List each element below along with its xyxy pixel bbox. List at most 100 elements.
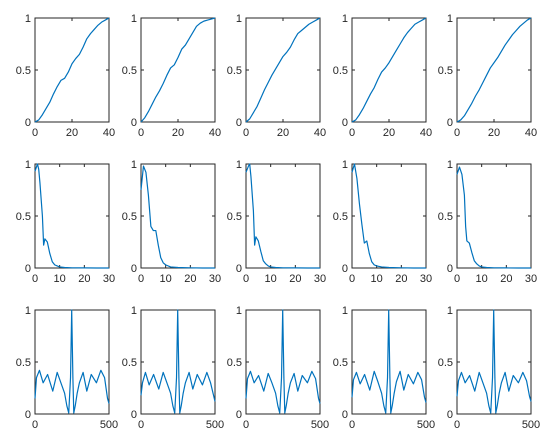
y-tick-label: 1 <box>131 13 137 25</box>
axes-box <box>140 17 216 123</box>
x-tick-label: 0 <box>32 273 38 285</box>
series-line <box>456 166 531 269</box>
series-line <box>34 309 110 414</box>
y-tick-label: 0 <box>342 263 348 275</box>
x-tick-label: 0 <box>32 419 38 431</box>
x-tick-label: 20 <box>66 127 78 139</box>
y-tick-label: 0 <box>447 409 453 421</box>
x-tick-label: 0 <box>32 127 38 139</box>
y-tick-label: 0.5 <box>333 65 348 77</box>
subplot-r2-c1: 0 10 20 30 0 0.5 1 <box>16 159 115 285</box>
x-tick-label: 40 <box>209 127 221 139</box>
y-tick-label: 0 <box>131 117 137 129</box>
series-line <box>456 17 532 123</box>
x-tick-label: 10 <box>371 273 383 285</box>
x-tick-label: 0 <box>454 273 460 285</box>
y-tick-label: 0.5 <box>122 211 137 223</box>
subplot-r1-c5: 0 20 40 0 0.5 1 <box>438 13 537 139</box>
series-line <box>34 17 110 123</box>
x-tick-label: 20 <box>78 273 90 285</box>
y-tick-label: 1 <box>25 305 31 317</box>
x-tick-label: 20 <box>277 127 289 139</box>
axes-box <box>34 163 110 269</box>
y-tick-label: 0 <box>236 263 242 275</box>
x-tick-label: 0 <box>243 419 249 431</box>
x-tick-label: 10 <box>265 273 277 285</box>
subplot-r2-c2: 0 10 20 30 0 0.5 1 <box>122 159 221 285</box>
y-tick-label: 1 <box>131 159 137 171</box>
series-line <box>351 17 427 123</box>
y-tick-label: 1 <box>236 159 242 171</box>
y-tick-label: 0.5 <box>227 65 242 77</box>
x-tick-label: 500 <box>206 419 224 431</box>
y-tick-label: 1 <box>25 159 31 171</box>
x-tick-label: 500 <box>522 419 540 431</box>
x-tick-label: 30 <box>314 273 326 285</box>
x-tick-label: 500 <box>311 419 329 431</box>
series-line <box>351 309 427 414</box>
y-tick-label: 0.5 <box>227 357 242 369</box>
x-tick-label: 20 <box>488 127 500 139</box>
y-tick-label: 0.5 <box>333 211 348 223</box>
y-tick-label: 0 <box>447 263 453 275</box>
x-tick-label: 500 <box>100 419 118 431</box>
x-tick-label: 30 <box>525 273 537 285</box>
x-tick-label: 10 <box>476 273 488 285</box>
x-tick-label: 10 <box>160 273 172 285</box>
y-tick-label: 0 <box>447 117 453 129</box>
subplot-r2-c5: 0 10 20 30 0 0.5 1 <box>438 159 537 285</box>
x-tick-label: 30 <box>420 273 432 285</box>
y-tick-label: 1 <box>342 159 348 171</box>
axes-box <box>456 163 532 269</box>
y-tick-label: 0.5 <box>227 211 242 223</box>
y-tick-label: 1 <box>236 13 242 25</box>
series-line <box>140 165 215 269</box>
subplot-r3-c3: 0 500 0 0.5 1 <box>227 305 329 431</box>
y-tick-label: 1 <box>447 159 453 171</box>
subplot-r3-c4: 0 500 0 0.5 1 <box>333 305 435 431</box>
y-tick-label: 0 <box>25 117 31 129</box>
x-tick-label: 0 <box>349 273 355 285</box>
x-tick-label: 40 <box>314 127 326 139</box>
y-tick-label: 0.5 <box>16 211 31 223</box>
y-tick-label: 1 <box>447 13 453 25</box>
axes-box <box>456 17 532 123</box>
x-tick-label: 20 <box>500 273 512 285</box>
subplot-r1-c4: 0 20 40 0 0.5 1 <box>333 13 432 139</box>
y-tick-label: 1 <box>131 305 137 317</box>
axes-box <box>351 17 427 123</box>
y-tick-label: 0.5 <box>438 357 453 369</box>
x-tick-label: 30 <box>103 273 115 285</box>
series-line <box>245 163 320 269</box>
x-tick-label: 20 <box>395 273 407 285</box>
y-tick-label: 1 <box>447 305 453 317</box>
x-tick-label: 0 <box>349 419 355 431</box>
series-line <box>140 309 216 414</box>
series-line <box>34 163 109 269</box>
x-tick-label: 40 <box>420 127 432 139</box>
subplot-r3-c2: 0 500 0 0.5 1 <box>122 305 224 431</box>
x-tick-label: 10 <box>54 273 66 285</box>
series-line <box>140 17 216 123</box>
y-tick-label: 0 <box>25 409 31 421</box>
x-tick-label: 0 <box>138 273 144 285</box>
x-tick-label: 20 <box>383 127 395 139</box>
x-tick-label: 0 <box>243 273 249 285</box>
axes-box <box>140 163 216 269</box>
axes-box <box>245 163 321 269</box>
x-tick-label: 40 <box>525 127 537 139</box>
y-tick-label: 0 <box>236 409 242 421</box>
x-tick-label: 0 <box>349 127 355 139</box>
subplot-r2-c4: 0 10 20 30 0 0.5 1 <box>333 159 432 285</box>
subplot-r1-c3: 0 20 40 0 0.5 1 <box>227 13 326 139</box>
y-tick-label: 1 <box>342 305 348 317</box>
y-tick-label: 0 <box>342 409 348 421</box>
y-tick-label: 0.5 <box>16 357 31 369</box>
x-tick-label: 0 <box>243 127 249 139</box>
subplot-r3-c1: 0 500 0 0.5 1 <box>16 305 118 431</box>
y-tick-label: 0.5 <box>122 65 137 77</box>
series-line <box>245 17 321 123</box>
x-tick-label: 0 <box>454 419 460 431</box>
x-tick-label: 0 <box>138 419 144 431</box>
series-line <box>245 309 321 414</box>
